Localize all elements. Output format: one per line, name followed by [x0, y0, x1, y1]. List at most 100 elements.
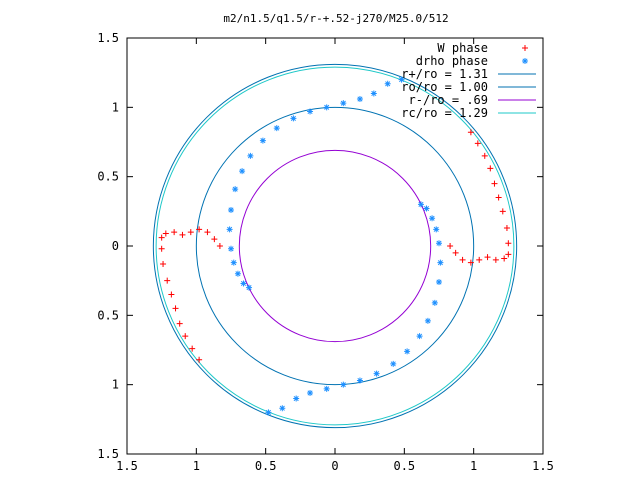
data-point-1-32: [373, 370, 380, 377]
x-tick-label: 1.5: [532, 459, 554, 473]
data-point-0-7: [160, 261, 167, 268]
data-point-0-9: [158, 234, 165, 241]
data-point-1-12: [232, 186, 239, 193]
data-point-0-20: [459, 256, 466, 263]
data-point-1-13: [228, 206, 234, 213]
data-point-0-26: [505, 251, 512, 258]
y-tick-label: 1: [112, 100, 119, 114]
data-point-0-30: [495, 194, 502, 201]
data-point-0-33: [481, 152, 488, 159]
data-point-0-2: [182, 333, 189, 340]
data-point-0-10: [162, 230, 169, 237]
legend-label-0: W phase: [437, 41, 488, 55]
x-tick-label: 1: [193, 459, 200, 473]
y-tick-label: 0.5: [97, 170, 119, 184]
data-point-0-34: [474, 140, 481, 147]
data-point-0-13: [187, 229, 194, 236]
data-point-1-34: [340, 381, 347, 388]
data-point-0-1: [189, 345, 196, 352]
data-point-0-27: [505, 240, 512, 247]
data-point-0-25: [501, 255, 508, 262]
data-point-1-37: [293, 395, 300, 402]
y-tick-label: 0: [112, 239, 119, 253]
data-point-0-5: [168, 291, 175, 298]
data-point-1-1: [384, 80, 391, 87]
y-tick-label: 1.5: [97, 447, 119, 461]
data-point-0-35: [467, 129, 474, 136]
data-point-1-39: [265, 409, 272, 416]
data-point-0-18: [447, 243, 454, 249]
chart-title: m2/n1.5/q1.5/r-+.52-j270/M25.0/512: [223, 12, 448, 25]
data-point-0-3: [176, 320, 183, 327]
data-point-1-21: [423, 205, 430, 212]
plot-curves: [152, 63, 518, 429]
legend-label-5: rc/ro = 1.29: [401, 106, 488, 120]
circle-series-5: [155, 66, 515, 426]
data-point-1-30: [404, 348, 411, 355]
data-point-0-29: [499, 208, 506, 215]
data-point-1-18: [240, 280, 247, 287]
data-point-1-16: [230, 259, 237, 266]
data-point-1-19: [246, 284, 253, 291]
circle-series-3: [195, 106, 475, 386]
x-tick-label: 0: [331, 459, 338, 473]
data-point-0-19: [452, 249, 459, 256]
data-point-1-38: [279, 405, 286, 412]
data-point-1-3: [356, 96, 363, 103]
x-tick-label: 0.5: [255, 459, 277, 473]
y-tick-label: 0.5: [97, 308, 119, 322]
data-point-0-28: [503, 224, 510, 231]
data-point-0-4: [172, 305, 179, 312]
data-point-1-9: [259, 137, 266, 144]
circle-series-2: [152, 63, 518, 429]
x-tick-label: 0.5: [393, 459, 415, 473]
data-point-0-15: [204, 229, 211, 236]
data-point-1-6: [307, 108, 314, 115]
legend-label-1: drho phase: [416, 54, 488, 68]
data-point-1-2: [370, 90, 377, 97]
data-point-1-31: [390, 360, 397, 367]
x-tick-label: 1.5: [116, 459, 138, 473]
data-point-1-35: [323, 385, 330, 392]
legend-label-3: ro/ro = 1.00: [401, 80, 488, 94]
data-point-0-0: [196, 356, 203, 363]
data-point-1-0: [398, 76, 405, 83]
data-point-1-20: [417, 201, 424, 208]
data-point-1-33: [356, 377, 363, 384]
data-point-0-17: [216, 243, 223, 249]
data-point-0-16: [211, 236, 218, 243]
data-point-0-14: [196, 226, 203, 233]
legend-swatch-1: [522, 58, 528, 64]
data-point-1-28: [424, 317, 431, 324]
y-tick-label: 1: [112, 378, 119, 392]
data-point-0-32: [487, 165, 494, 172]
data-point-0-11: [171, 229, 178, 236]
data-point-1-11: [239, 168, 246, 175]
data-point-1-22: [429, 215, 436, 222]
data-point-1-29: [416, 333, 423, 340]
data-point-1-4: [340, 100, 347, 107]
legend-label-2: r+/ro = 1.31: [401, 67, 488, 81]
data-point-0-23: [484, 254, 491, 261]
data-point-0-31: [491, 180, 498, 187]
data-point-1-14: [226, 226, 233, 233]
data-point-0-12: [179, 231, 186, 238]
data-point-1-8: [273, 125, 280, 132]
data-point-1-25: [437, 259, 444, 266]
data-point-1-26: [436, 279, 442, 286]
data-point-1-10: [247, 152, 254, 159]
data-point-1-17: [234, 270, 241, 277]
data-point-1-27: [431, 299, 438, 306]
axis-ticks: 1.5 1 0.5 0 0.5 1 1.51.510.500.511.5: [97, 31, 554, 473]
point-series-1: [226, 76, 444, 416]
data-point-1-24: [436, 240, 442, 247]
data-point-1-7: [290, 115, 297, 122]
legend-swatch-0: [522, 45, 528, 51]
data-point-1-23: [433, 226, 440, 233]
data-point-0-6: [164, 277, 171, 284]
x-tick-label: 1: [470, 459, 477, 473]
data-point-0-21: [467, 259, 474, 266]
